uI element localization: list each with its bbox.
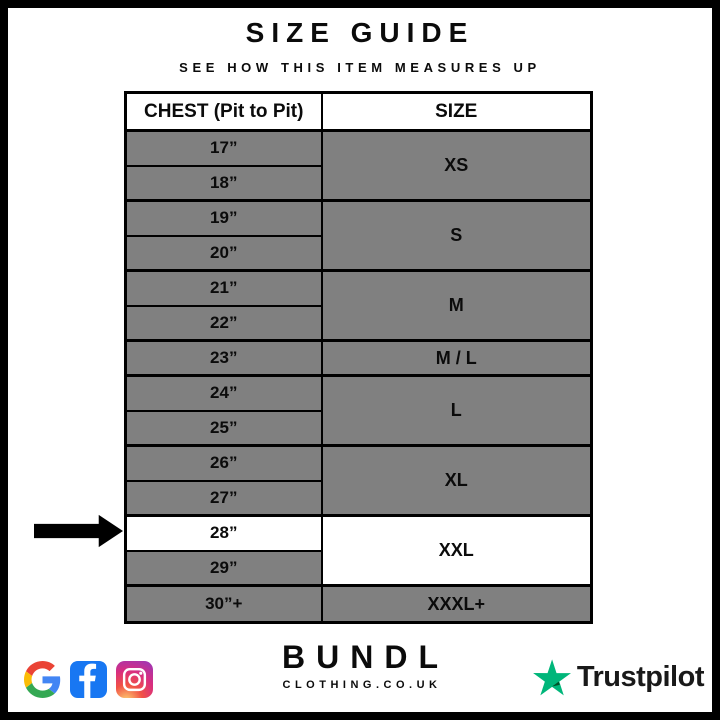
column-header-size: SIZE	[320, 91, 593, 132]
chest-cell: 23”	[124, 339, 323, 377]
table-header-row: CHEST (Pit to Pit) SIZE	[124, 91, 593, 132]
chest-cell: 18”	[124, 164, 323, 202]
chest-cell: 20”	[124, 234, 323, 272]
chest-cell: 24”	[124, 374, 323, 412]
table-row: 19” S	[124, 199, 593, 272]
facebook-icon	[70, 661, 107, 698]
page-subtitle: SEE HOW THIS ITEM MEASURES UP	[179, 60, 541, 75]
table-row: 23” M / L	[124, 339, 593, 377]
chest-cell: 29”	[124, 549, 323, 587]
table-row: 25”	[124, 409, 592, 447]
chest-cell: 30”+	[124, 584, 323, 624]
trustpilot-wordmark: Trustpilot	[576, 661, 705, 693]
chest-cell: 26”	[124, 444, 323, 482]
table-row-highlighted: 28” XXL	[124, 514, 593, 587]
table-row: 21” M	[124, 269, 593, 342]
instagram-icon	[116, 661, 153, 698]
column-header-chest: CHEST (Pit to Pit)	[124, 91, 323, 132]
brand-domain: CLOTHING.CO.UK	[282, 679, 442, 691]
size-cell: XXXL+	[320, 584, 593, 624]
table-row: 18”	[124, 164, 592, 202]
size-cell-highlighted: XXL	[320, 514, 593, 587]
size-table: CHEST (Pit to Pit) SIZE 17” XS 18” 19” S…	[124, 91, 593, 624]
table-row: 30”+ XXXL+	[124, 584, 593, 624]
trustpilot-star-icon	[532, 659, 571, 696]
table-row: 20”	[124, 234, 592, 272]
table-row: 24” L	[124, 374, 593, 447]
chest-cell: 22”	[124, 304, 323, 342]
size-cell: S	[320, 199, 593, 272]
google-icon	[24, 661, 61, 698]
table-row: 17” XS	[124, 129, 593, 202]
page-title: SIZE GUIDE	[245, 17, 475, 48]
size-cell: XS	[320, 129, 593, 202]
size-cell: L	[320, 374, 593, 447]
social-icons	[24, 661, 153, 698]
chest-cell: 17”	[124, 129, 323, 167]
size-cell: M	[320, 269, 593, 342]
chest-cell: 27”	[124, 479, 323, 517]
trustpilot-logo: Trustpilot	[532, 659, 705, 696]
table-row: 27”	[124, 479, 592, 517]
size-cell: M / L	[320, 339, 593, 377]
chest-cell: 19”	[124, 199, 323, 237]
table-row: 26” XL	[124, 444, 593, 517]
table-row: 22”	[124, 304, 592, 342]
highlight-arrow-icon	[34, 514, 123, 548]
chest-cell: 25”	[124, 409, 323, 447]
size-cell: XL	[320, 444, 593, 517]
brand-logo: BUNDL CLOTHING.CO.UK	[8, 639, 712, 691]
brand-name: BUNDL	[282, 639, 449, 675]
chest-cell: 21”	[124, 269, 323, 307]
chest-cell-highlighted: 28”	[124, 514, 323, 552]
table-row: 29”	[124, 549, 592, 587]
